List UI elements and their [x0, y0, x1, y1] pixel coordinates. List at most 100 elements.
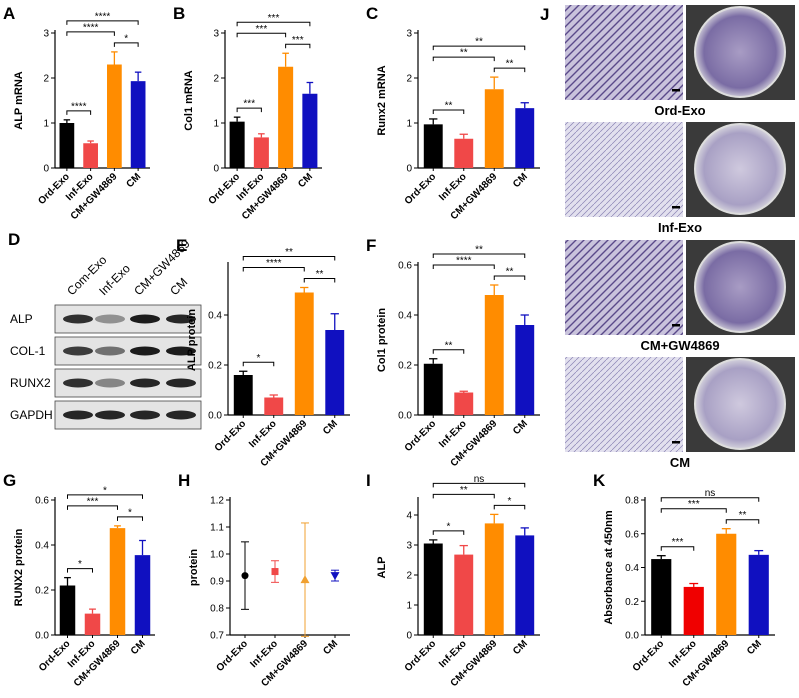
bar — [484, 295, 504, 415]
x-tick-label: Ord-Exo — [403, 638, 439, 674]
significance-label: ** — [475, 245, 483, 256]
bar — [454, 554, 474, 635]
panel-label: E — [176, 236, 187, 255]
scale-bar — [672, 324, 680, 327]
x-tick-label: CM — [511, 171, 530, 190]
panel-label: H — [178, 471, 190, 490]
significance-label: *** — [688, 499, 700, 510]
y-tick-label: 0.4 — [625, 563, 639, 574]
significance-label: ** — [445, 100, 453, 111]
significance-label: * — [103, 485, 107, 496]
significance-label: ** — [460, 485, 468, 496]
blot-band — [63, 410, 93, 420]
bar — [59, 123, 75, 168]
x-tick-label: Ord-Exo — [403, 418, 439, 454]
micrograph — [565, 122, 683, 217]
bar — [748, 554, 769, 635]
y-tick-label: 0.2 — [625, 597, 639, 608]
significance-bracket — [432, 530, 465, 535]
blot-band — [95, 314, 125, 324]
blot-row-label: ALP — [10, 312, 33, 326]
bar — [454, 138, 474, 168]
bar — [109, 528, 126, 635]
significance-label: **** — [71, 101, 87, 112]
significance-label: **** — [456, 256, 472, 267]
y-axis-label: Absorbance at 450nm — [603, 510, 615, 625]
significance-label: **** — [83, 22, 99, 33]
y-tick-label: 0.2 — [398, 361, 412, 372]
y-tick-label: 1 — [213, 119, 219, 130]
image-label: Ord-Exo — [654, 103, 705, 118]
significance-label: * — [447, 521, 451, 532]
x-tick-label: CM — [511, 418, 530, 437]
y-tick-label: 0.9 — [210, 577, 224, 588]
micrograph — [565, 240, 683, 335]
panel-label: D — [8, 230, 20, 249]
significance-label: * — [128, 507, 132, 518]
bar — [515, 535, 535, 635]
y-tick-label: 1.1 — [210, 523, 224, 534]
significance-bracket — [66, 31, 115, 36]
significance-label: *** — [672, 537, 684, 548]
significance-bracket — [242, 361, 275, 367]
significance-bracket — [432, 482, 526, 488]
image-label: CM — [670, 455, 690, 470]
significance-bracket — [432, 109, 465, 114]
y-tick-label: 2 — [43, 74, 49, 85]
bar — [484, 89, 504, 168]
staining-images: J Ord-Exo Inf-Exo CM+GW4869 CM — [540, 5, 795, 470]
bar — [264, 397, 284, 415]
blot-band — [166, 410, 196, 420]
y-tick-label: 4 — [406, 511, 412, 522]
bar — [278, 66, 294, 168]
blot-band — [63, 314, 93, 324]
bar — [107, 64, 122, 168]
blot-band — [166, 378, 196, 388]
significance-label: ns — [474, 474, 485, 485]
significance-bracket — [303, 278, 336, 283]
bar — [229, 121, 245, 168]
well — [694, 6, 786, 98]
y-tick-label: 0.2 — [35, 586, 49, 597]
significance-label: *** — [256, 24, 268, 35]
bar — [683, 586, 704, 635]
image-label: Inf-Exo — [658, 220, 702, 235]
blot-band — [130, 346, 160, 356]
panel-label: A — [3, 4, 15, 23]
bar — [325, 330, 345, 415]
significance-bracket — [493, 275, 526, 280]
significance-bracket — [66, 110, 92, 115]
blot-column-label: CM — [167, 275, 190, 298]
significance-bracket — [285, 43, 311, 49]
significance-bracket — [117, 516, 143, 521]
y-tick-label: 2 — [406, 74, 412, 85]
significance-bracket — [236, 32, 287, 38]
significance-label: * — [508, 496, 512, 507]
blot-band — [95, 378, 125, 388]
significance-label: ** — [285, 247, 293, 258]
y-tick-label: 1.2 — [210, 496, 224, 507]
x-tick-label: CM — [511, 638, 530, 657]
bar — [294, 292, 314, 415]
y-tick-label: 3 — [406, 29, 412, 40]
significance-bracket — [432, 45, 526, 51]
x-tick-label: CM — [745, 638, 764, 657]
blot-band — [63, 378, 93, 388]
significance-label: ** — [316, 269, 324, 280]
y-axis-label: Col1 protein — [376, 308, 388, 372]
bar — [233, 375, 253, 415]
significance-label: ** — [445, 340, 453, 351]
significance-bracket — [493, 504, 526, 510]
blot-band — [166, 346, 196, 356]
significance-label: *** — [243, 99, 255, 110]
y-tick-label: 2 — [213, 74, 219, 85]
y-tick-label: 0.8 — [210, 604, 224, 615]
x-tick-label: CM — [321, 418, 340, 437]
y-tick-label: 3 — [406, 541, 412, 552]
y-tick-label: 3 — [43, 29, 49, 40]
